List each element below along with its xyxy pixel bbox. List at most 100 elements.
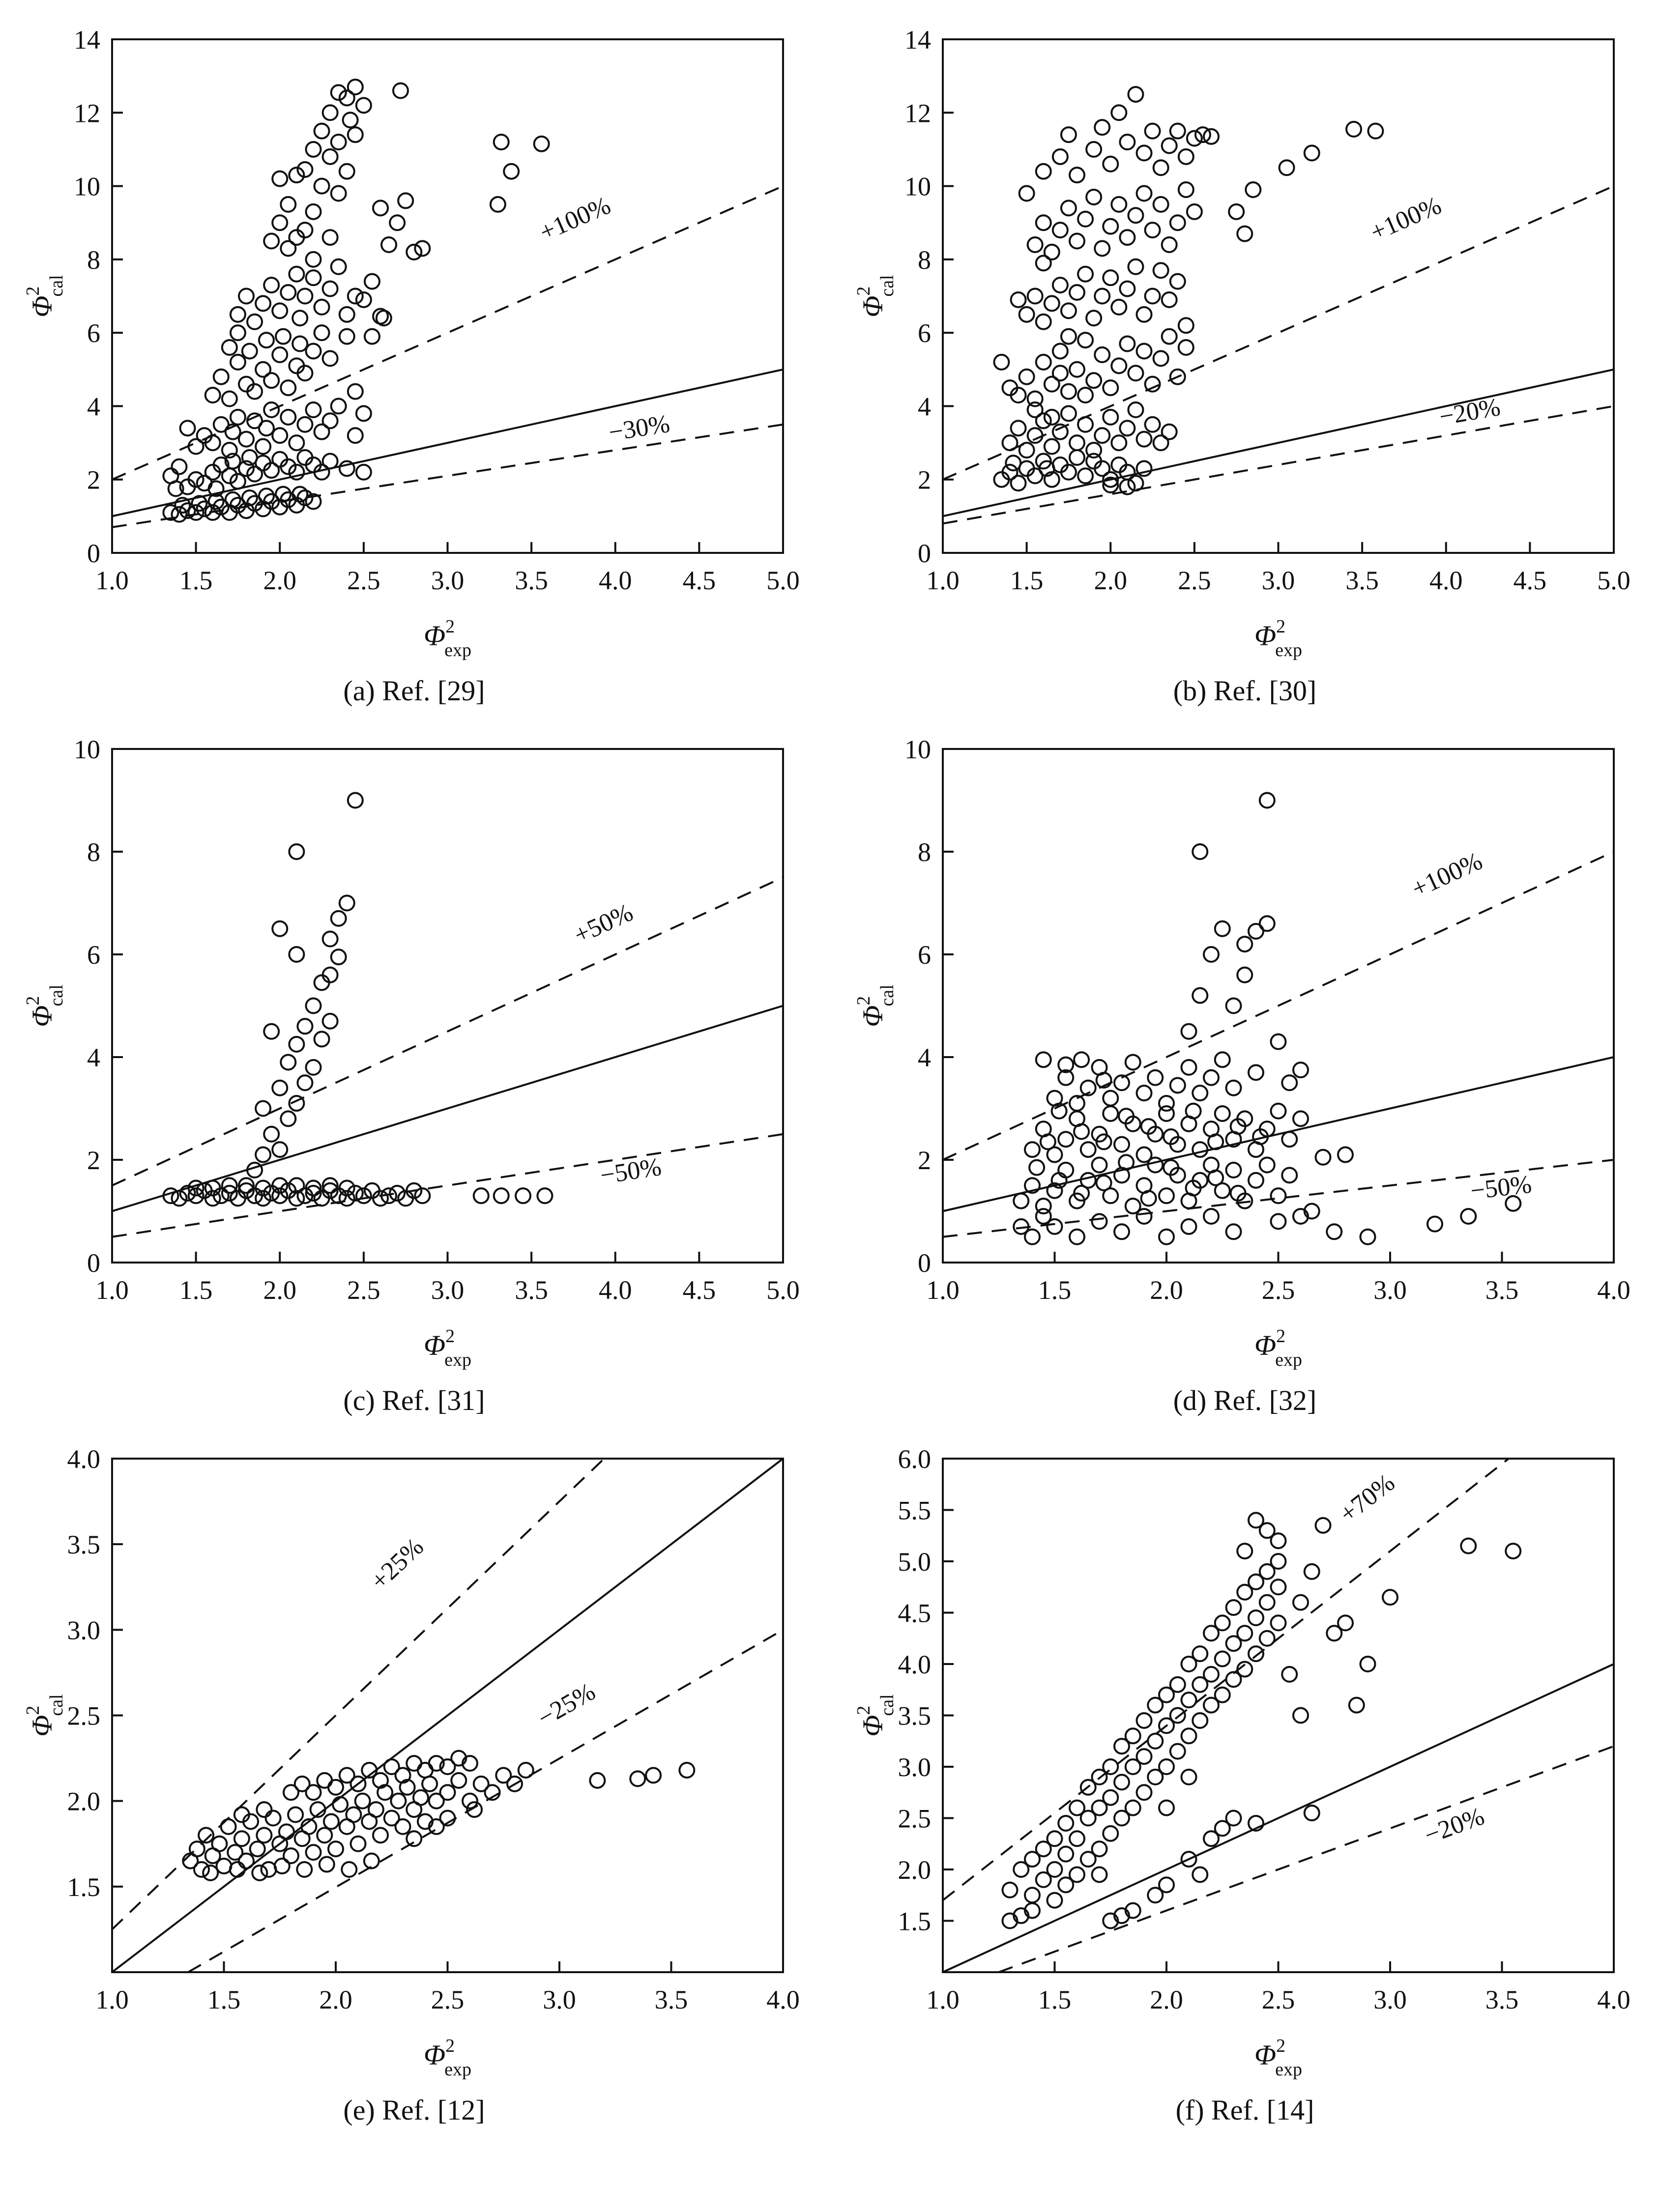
svg-text:2.5: 2.5: [347, 1275, 380, 1305]
svg-text:2: 2: [87, 1146, 100, 1175]
svg-text:2.0: 2.0: [1150, 1985, 1183, 2014]
svg-text:2.5: 2.5: [898, 1804, 931, 1834]
scatter-plot-e: 1.0 1.5 2.0 2.5 3.0 3.5 4.0 1.5 2.0 2.5 3.0 3.5 4.0 +…: [23, 1444, 800, 2080]
svg-text:3.5: 3.5: [654, 1985, 688, 2014]
svg-text:4.0: 4.0: [1429, 566, 1463, 595]
svg-text:4.5: 4.5: [682, 566, 716, 595]
svg-text:3.5: 3.5: [515, 1275, 548, 1305]
svg-text:−20%: −20%: [1437, 393, 1502, 431]
svg-text:2.0: 2.0: [1094, 566, 1127, 595]
svg-text:2: 2: [918, 1146, 931, 1175]
svg-text:10: 10: [74, 735, 100, 764]
svg-text:10: 10: [904, 172, 931, 201]
svg-text:12: 12: [74, 98, 100, 128]
svg-text:3.5: 3.5: [1485, 1985, 1518, 2014]
svg-text:8: 8: [918, 837, 931, 867]
svg-text:4.0: 4.0: [1597, 1985, 1630, 2014]
scatter-plot-d: 1.0 1.5 2.0 2.5 3.0 3.5 4.0 0 2 4 6 8 10 +100% −50% Φ2 e…: [853, 735, 1630, 1370]
svg-text:2.5: 2.5: [1261, 1985, 1295, 2014]
svg-text:0: 0: [918, 1248, 931, 1278]
scatter-plot-a: 1.0 1.5 2.0 2.5 3.0 3.5 4.0 4.5 5.0 0 2 4 6 8 10 12 14 +1…: [23, 25, 800, 661]
svg-text:1.0: 1.0: [95, 566, 129, 595]
figure-grid: 1.0 1.5 2.0 2.5 3.0 3.5 4.0 4.5 5.0 0 2 4 6 8 10 12 14 +1…: [11, 20, 1648, 2126]
svg-text:0: 0: [918, 539, 931, 568]
svg-text:1.5: 1.5: [207, 1985, 240, 2014]
svg-text:4: 4: [87, 392, 100, 421]
svg-text:−30%: −30%: [607, 410, 671, 447]
panel-d: 1.0 1.5 2.0 2.5 3.0 3.5 4.0 0 2 4 6 8 10 +100% −50% Φ2 e…: [842, 729, 1648, 1417]
svg-text:5.0: 5.0: [766, 1275, 800, 1305]
panel-e: 1.0 1.5 2.0 2.5 3.0 3.5 4.0 1.5 2.0 2.5 3.0 3.5 4.0 +…: [11, 1439, 817, 2126]
panel-a: 1.0 1.5 2.0 2.5 3.0 3.5 4.0 4.5 5.0 0 2 4 6 8 10 12 14 +1…: [11, 20, 817, 707]
svg-text:−20%: −20%: [1421, 1802, 1488, 1850]
svg-text:3.0: 3.0: [1373, 1275, 1407, 1305]
svg-text:1.5: 1.5: [1038, 1275, 1071, 1305]
panel-c: 1.0 1.5 2.0 2.5 3.0 3.5 4.0 4.5 5.0 0 2 4 6 8 10 +50% −5…: [11, 729, 817, 1417]
panel-caption-a: (a) Ref. [29]: [343, 675, 485, 707]
svg-text:4.5: 4.5: [1513, 566, 1546, 595]
svg-text:6: 6: [87, 940, 100, 970]
svg-text:−50%: −50%: [1469, 1170, 1533, 1205]
svg-text:4.5: 4.5: [682, 1275, 716, 1305]
scatter-plot-f: 1.0 1.5 2.0 2.5 3.0 3.5 4.0 1.5 2.0 2.5 3.0 3.5 4.0 4…: [853, 1444, 1630, 2080]
svg-text:12: 12: [904, 98, 931, 128]
scatter-plot-b: 1.0 1.5 2.0 2.5 3.0 3.5 4.0 4.5 5.0 0 2 4 6 8 10 12 14 +1…: [853, 25, 1630, 661]
svg-text:2.0: 2.0: [1150, 1275, 1183, 1305]
panel-caption-c: (c) Ref. [31]: [343, 1384, 485, 1416]
svg-text:2.0: 2.0: [319, 1985, 352, 2014]
svg-text:2.0: 2.0: [263, 1275, 296, 1305]
svg-text:+70%: +70%: [1334, 1468, 1399, 1528]
svg-text:1.5: 1.5: [179, 566, 212, 595]
svg-text:2: 2: [87, 465, 100, 495]
svg-text:1.5: 1.5: [179, 1275, 212, 1305]
svg-text:2: 2: [918, 465, 931, 495]
svg-text:10: 10: [904, 735, 931, 764]
svg-text:1.0: 1.0: [95, 1275, 129, 1305]
svg-text:4.0: 4.0: [898, 1650, 931, 1679]
svg-text:4.0: 4.0: [599, 566, 632, 595]
svg-text:2.0: 2.0: [898, 1855, 931, 1885]
svg-text:5.0: 5.0: [766, 566, 800, 595]
svg-text:6: 6: [918, 940, 931, 970]
svg-text:2.5: 2.5: [1261, 1275, 1295, 1305]
svg-text:3.0: 3.0: [1373, 1985, 1407, 2014]
svg-text:1.0: 1.0: [926, 1985, 960, 2014]
svg-text:4.0: 4.0: [67, 1444, 100, 1474]
svg-text:+100%: +100%: [535, 191, 614, 247]
svg-text:3.5: 3.5: [898, 1701, 931, 1731]
svg-text:3.0: 3.0: [543, 1985, 576, 2014]
svg-text:4: 4: [918, 392, 931, 421]
svg-text:4.0: 4.0: [1597, 1275, 1630, 1305]
panel-b: 1.0 1.5 2.0 2.5 3.0 3.5 4.0 4.5 5.0 0 2 4 6 8 10 12 14 +1…: [842, 20, 1648, 707]
svg-text:3.0: 3.0: [1261, 566, 1295, 595]
panel-caption-d: (d) Ref. [32]: [1173, 1384, 1317, 1416]
svg-text:3.0: 3.0: [67, 1615, 100, 1645]
panel-caption-e: (e) Ref. [12]: [343, 2094, 485, 2126]
svg-text:1.5: 1.5: [1010, 566, 1043, 595]
panel-caption-b: (b) Ref. [30]: [1173, 675, 1317, 707]
scatter-plot-c: 1.0 1.5 2.0 2.5 3.0 3.5 4.0 4.5 5.0 0 2 4 6 8 10 +50% −5…: [23, 735, 800, 1370]
svg-text:3.0: 3.0: [898, 1752, 931, 1782]
svg-text:6: 6: [918, 318, 931, 348]
svg-text:1.0: 1.0: [95, 1985, 129, 2014]
svg-text:8: 8: [87, 837, 100, 867]
svg-text:14: 14: [904, 25, 931, 55]
svg-text:1.5: 1.5: [898, 1907, 931, 1936]
svg-text:0: 0: [87, 539, 100, 568]
svg-text:3.5: 3.5: [515, 566, 548, 595]
panel-caption-f: (f) Ref. [14]: [1175, 2094, 1314, 2126]
svg-text:2.5: 2.5: [1178, 566, 1211, 595]
svg-text:4: 4: [87, 1043, 100, 1072]
svg-text:−25%: −25%: [533, 1677, 600, 1732]
svg-text:10: 10: [74, 172, 100, 201]
